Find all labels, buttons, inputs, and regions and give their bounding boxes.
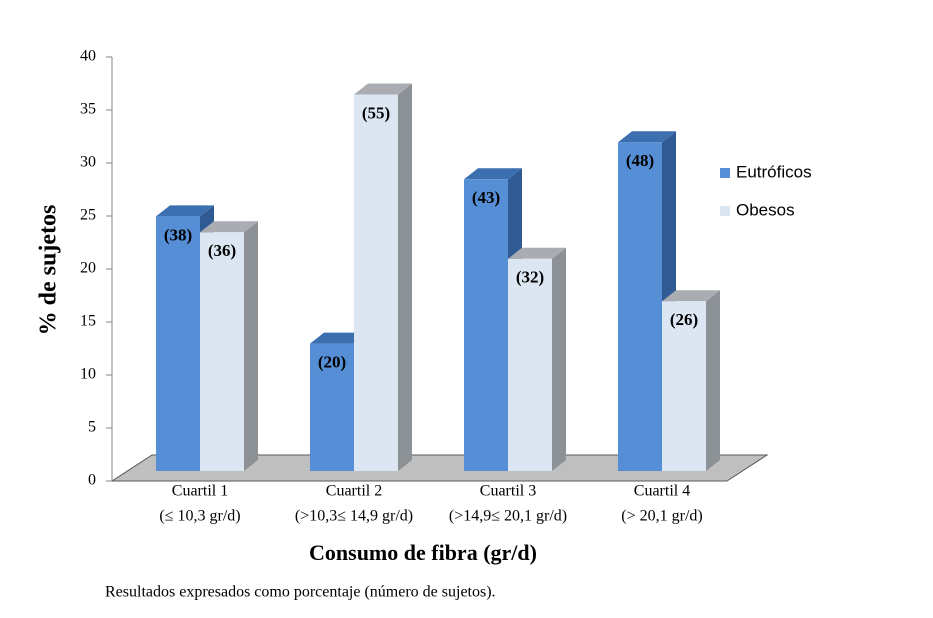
floor	[110, 454, 769, 482]
data-label: (48)	[626, 151, 654, 170]
y-tick-label: 5	[88, 419, 96, 436]
bar	[156, 216, 200, 471]
x-axis-title: Consumo de fibra (gr/d)	[309, 540, 537, 565]
bar-top	[354, 83, 412, 95]
data-label: (26)	[670, 310, 698, 329]
y-tick-label: 0	[88, 472, 96, 489]
data-label: (36)	[208, 241, 236, 260]
bar-side	[706, 290, 720, 471]
bar	[354, 94, 398, 471]
data-label: (20)	[318, 353, 346, 372]
bar	[200, 232, 244, 471]
bar-top	[156, 205, 214, 217]
bar	[618, 142, 662, 471]
bar-top	[200, 221, 258, 233]
bar-top	[464, 168, 522, 180]
bar	[508, 258, 552, 471]
y-tick-label: 35	[80, 101, 96, 118]
y-tick-label: 30	[80, 154, 96, 171]
x-tick-label: (≤ 10,3 gr/d)	[159, 508, 240, 525]
y-tick-label: 10	[80, 366, 96, 383]
y-tick-label: 20	[80, 260, 96, 277]
y-tick-label: 25	[80, 207, 96, 224]
y-tick-label: 15	[80, 313, 96, 330]
data-label: (43)	[472, 188, 500, 207]
bar	[464, 179, 508, 472]
caption: Resultados expresados como porcentaje (n…	[105, 584, 496, 601]
bar-top	[508, 247, 566, 259]
data-label: (55)	[362, 103, 390, 122]
y-tick-label: 40	[80, 48, 96, 65]
bar	[662, 301, 706, 471]
bar-side	[244, 221, 258, 471]
bar	[310, 343, 354, 471]
data-label: (32)	[516, 268, 544, 287]
x-tick-label: Cuartil 3	[480, 483, 536, 500]
legend-swatch	[720, 168, 730, 178]
bar-side	[552, 247, 566, 471]
legend-swatch	[720, 206, 730, 216]
bar-top	[310, 332, 368, 344]
bar-top	[662, 290, 720, 302]
x-tick-label: Cuartil 4	[634, 483, 690, 500]
bar-top	[618, 131, 676, 143]
legend-label: Eutróficos	[736, 162, 812, 181]
legend-label: Obesos	[736, 200, 795, 219]
x-tick-label: (>10,3≤ 14,9 gr/d)	[295, 508, 413, 525]
x-tick-label: (> 20,1 gr/d)	[621, 508, 702, 525]
bar-side	[398, 83, 412, 471]
y-axis-title: % de sujetos	[36, 205, 62, 336]
x-tick-label: (>14,9≤ 20,1 gr/d)	[449, 508, 567, 525]
x-tick-label: Cuartil 2	[326, 483, 382, 500]
data-label: (38)	[164, 225, 192, 244]
x-tick-label: Cuartil 1	[172, 483, 228, 500]
